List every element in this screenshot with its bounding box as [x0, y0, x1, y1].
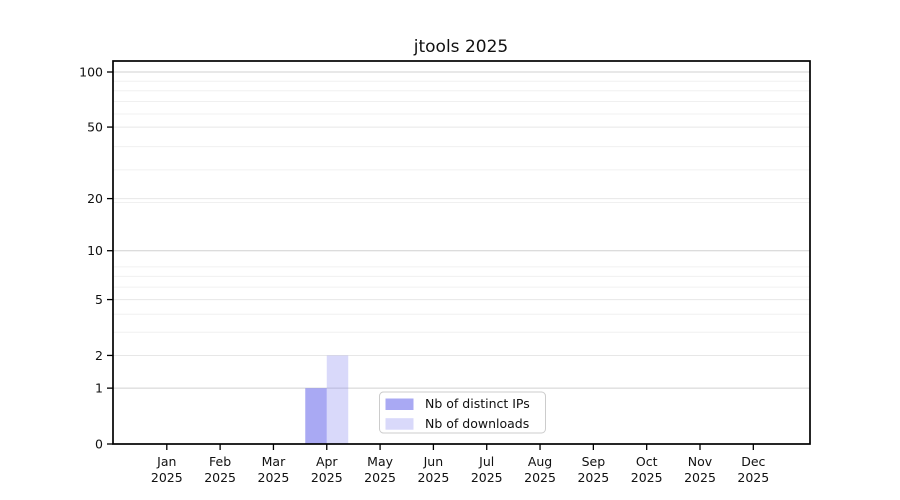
grid-layer	[113, 71, 810, 389]
legend-swatch-distinct-ips	[385, 398, 414, 410]
x-tick-year-label: 2025	[524, 470, 556, 485]
axis-layer: 0125102050100Jan2025Feb2025Mar2025Apr202…	[79, 60, 811, 485]
y-tick-label: 50	[87, 120, 103, 135]
x-tick-year-label: 2025	[364, 470, 396, 485]
legend-box	[379, 391, 546, 434]
bar-layer	[305, 355, 349, 444]
x-tick-month-label: Nov	[688, 454, 713, 469]
legend-swatch-downloads	[385, 418, 414, 430]
y-tick-label: 0	[95, 437, 103, 452]
chart-title: jtools 2025	[413, 37, 508, 57]
x-tick-month-label: Aug	[528, 454, 552, 469]
x-tick-year-label: 2025	[577, 470, 609, 485]
x-tick-year-label: 2025	[204, 470, 236, 485]
y-tick-label: 100	[79, 64, 103, 79]
y-tick-label: 5	[95, 292, 103, 307]
legend-label-downloads: Nb of downloads	[425, 416, 529, 431]
x-tick-month-label: Oct	[636, 454, 658, 469]
x-tick-month-label: Sep	[582, 454, 606, 469]
x-tick-year-label: 2025	[631, 470, 663, 485]
y-tick-label: 2	[95, 348, 103, 363]
x-tick-year-label: 2025	[471, 470, 503, 485]
x-tick-year-label: 2025	[151, 470, 183, 485]
x-tick-month-label: Jan	[156, 454, 176, 469]
x-tick-month-label: Jun	[423, 454, 444, 469]
x-tick-year-label: 2025	[684, 470, 716, 485]
x-tick-month-label: Dec	[741, 454, 765, 469]
x-tick-year-label: 2025	[417, 470, 449, 485]
bar-downloads	[326, 355, 349, 444]
x-tick-month-label: Feb	[209, 454, 231, 469]
x-tick-year-label: 2025	[737, 470, 769, 485]
x-tick-month-label: Apr	[316, 454, 338, 469]
legend-label-distinct-ips: Nb of distinct IPs	[425, 396, 530, 411]
x-tick-month-label: May	[367, 454, 393, 469]
x-tick-month-label: Jul	[478, 454, 494, 469]
legend: Nb of distinct IPs Nb of downloads	[379, 391, 546, 434]
y-tick-label: 20	[87, 191, 103, 206]
y-tick-label: 10	[87, 243, 103, 258]
x-tick-month-label: Mar	[262, 454, 286, 469]
bar-distinct-ips	[305, 388, 327, 444]
x-tick-year-label: 2025	[258, 470, 290, 485]
y-tick-label: 1	[95, 381, 103, 396]
x-tick-year-label: 2025	[311, 470, 343, 485]
plot-border	[112, 60, 811, 445]
